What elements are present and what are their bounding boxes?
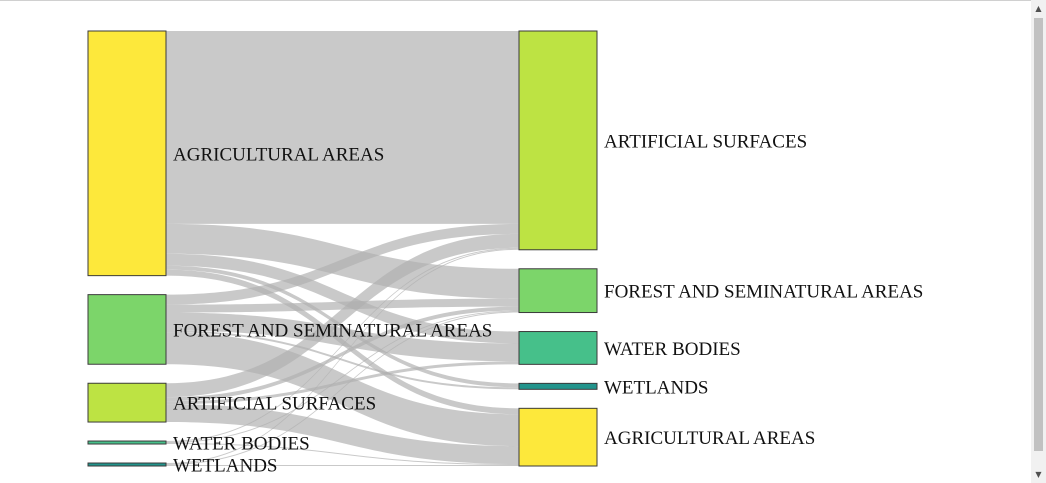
sankey-link[interactable] bbox=[166, 306, 519, 402]
target-node-label: WETLANDS bbox=[604, 377, 708, 398]
scrollbar-thumb[interactable] bbox=[1034, 18, 1043, 451]
sankey-link[interactable] bbox=[166, 330, 519, 390]
sankey-link[interactable] bbox=[166, 223, 519, 305]
target-node[interactable] bbox=[518, 382, 598, 390]
sankey-link[interactable] bbox=[166, 310, 519, 444]
target-node-label: ARTIFICIAL SURFACES bbox=[604, 131, 807, 152]
source-node-label: WETLANDS bbox=[173, 456, 277, 477]
sankey-link[interactable] bbox=[166, 312, 519, 362]
sankey-link[interactable] bbox=[166, 248, 519, 465]
sankey-link[interactable] bbox=[166, 404, 519, 465]
sankey-link[interactable] bbox=[166, 298, 519, 313]
target-node[interactable] bbox=[518, 30, 598, 251]
target-node[interactable] bbox=[518, 268, 598, 314]
target-node-label: AGRICULTURAL AREAS bbox=[604, 428, 815, 449]
source-node[interactable] bbox=[87, 30, 167, 277]
sankey-nodes bbox=[87, 30, 598, 467]
sankey-link[interactable] bbox=[166, 247, 519, 443]
top-border bbox=[0, 0, 1046, 1]
sankey-link[interactable] bbox=[166, 465, 519, 466]
sankey-link[interactable] bbox=[166, 443, 519, 466]
source-node[interactable] bbox=[87, 462, 167, 467]
source-node-label: FOREST AND SEMINATURAL AREAS bbox=[173, 320, 492, 341]
sankey-link[interactable] bbox=[166, 31, 519, 224]
source-node-label: WATER BODIES bbox=[173, 434, 310, 455]
target-node[interactable] bbox=[518, 331, 598, 365]
source-node[interactable] bbox=[87, 294, 167, 365]
scroll-down-arrow-icon[interactable]: ▼ bbox=[1035, 470, 1042, 479]
sankey-link[interactable] bbox=[166, 233, 519, 398]
scroll-up-arrow-icon[interactable]: ▲ bbox=[1035, 4, 1042, 13]
sankey-link[interactable] bbox=[166, 311, 519, 466]
sankey-link[interactable] bbox=[166, 361, 519, 405]
source-node[interactable] bbox=[87, 440, 167, 445]
source-node-label: ARTIFICIAL SURFACES bbox=[173, 394, 376, 415]
target-node-label: WATER BODIES bbox=[604, 339, 741, 360]
target-node[interactable] bbox=[518, 407, 598, 467]
sankey-link[interactable] bbox=[166, 265, 519, 388]
source-node[interactable] bbox=[87, 382, 167, 423]
target-node-label: FOREST AND SEMINATURAL AREAS bbox=[604, 282, 923, 303]
sankey-links bbox=[166, 31, 519, 466]
source-node-label: AGRICULTURAL AREAS bbox=[173, 144, 384, 165]
sankey-link[interactable] bbox=[166, 332, 519, 447]
sankey-link[interactable] bbox=[166, 253, 519, 344]
sankey-labels: AGRICULTURAL AREAS FOREST AND SEMINATURAL… bbox=[173, 131, 923, 476]
